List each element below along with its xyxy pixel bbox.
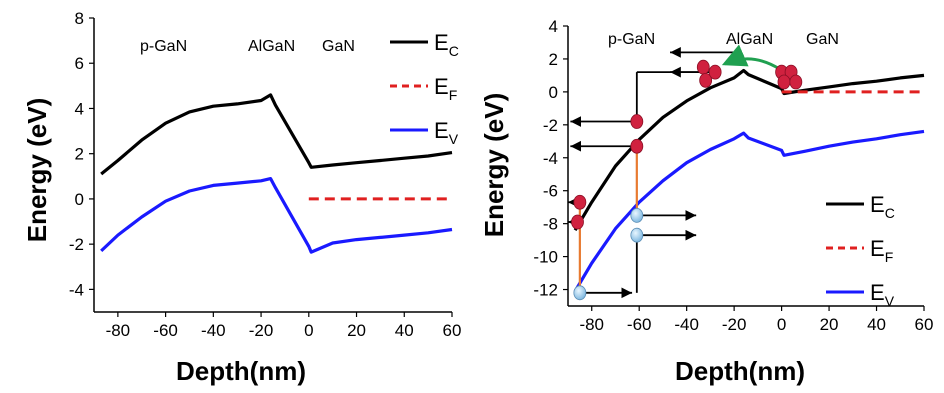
x-tick-label-left: -80 — [106, 321, 131, 340]
series-layer-left — [100, 93, 453, 254]
x-tick-label-left: 20 — [347, 321, 366, 340]
region-label-gan-left: GaN — [322, 38, 355, 55]
legend-sub-left: F — [449, 87, 458, 103]
region-label-algan-right: AlGaN — [726, 31, 773, 48]
legend-label-right: EC — [870, 192, 895, 221]
region-label-pgan-left: p-GaN — [140, 38, 187, 55]
x-tick-label-right: -80 — [579, 315, 604, 334]
x-tick-label-left: -20 — [249, 321, 274, 340]
electron-dot — [630, 138, 644, 154]
hole-dot — [573, 285, 587, 301]
y-tick-label-right: -4 — [543, 149, 558, 168]
x-tick-label-left: 60 — [443, 321, 462, 340]
x-axis-title-left: Depth(nm) — [176, 356, 306, 386]
x-tick-label-right: -60 — [627, 315, 652, 334]
electron-dot — [573, 194, 587, 210]
legend-sub-left: C — [449, 43, 459, 59]
region-label-gan-right: GaN — [806, 31, 839, 48]
legend-label-right: EF — [870, 236, 893, 265]
electron-dot — [708, 64, 722, 80]
y-tick-label-left: 2 — [75, 145, 84, 164]
y-tick-label-right: -10 — [533, 248, 558, 267]
legend-label-left: EV — [434, 118, 459, 147]
x-axis-title-right: Depth(nm) — [675, 356, 805, 386]
x-tick-label-right: 60 — [915, 315, 934, 334]
legend-main-left: E — [434, 74, 449, 99]
x-tick-label-left: -60 — [153, 321, 178, 340]
legend-main-left: E — [434, 118, 449, 143]
y-tick-label-right: 2 — [549, 50, 558, 69]
y-tick-label-left: 6 — [75, 54, 84, 73]
legend-sub-right: F — [885, 249, 894, 265]
axes-layer-right: 420-2-4-6-8-10-12-80 -60 -40 -20 0 20 40 60 — [533, 17, 933, 334]
electron-dot — [699, 72, 713, 88]
series-ec-left — [100, 93, 453, 176]
legend-sub-right: C — [885, 205, 895, 221]
y-axis-title-left: Energy (eV) — [22, 98, 52, 243]
hole-dot — [630, 208, 644, 223]
y-tick-label-left: -2 — [69, 235, 84, 254]
x-tick-label-right: -20 — [722, 315, 747, 334]
x-tick-label-right: 40 — [867, 315, 886, 334]
y-tick-label-left: -4 — [69, 280, 84, 299]
y-tick-label-right: -8 — [543, 215, 558, 234]
legend-label-right: EV — [870, 280, 895, 309]
electron-dot — [571, 214, 584, 230]
legend-label-left: EC — [434, 30, 459, 59]
hole-dot — [630, 227, 644, 243]
y-axis-title-right: Energy (eV) — [479, 93, 509, 238]
y-tick-label-right: -12 — [533, 281, 558, 300]
legend-sub-right: V — [885, 293, 895, 309]
x-tick-label-left: -40 — [201, 321, 226, 340]
x-tick-label-left: 40 — [395, 321, 414, 340]
x-tick-label-left: 0 — [304, 321, 313, 340]
y-tick-label-right: 4 — [549, 17, 558, 36]
y-tick-label-left: 0 — [75, 190, 84, 209]
x-tick-label-right: 20 — [820, 315, 839, 334]
legend-label-left: EF — [434, 74, 457, 103]
y-tick-label-right: -6 — [543, 182, 558, 201]
series-ev-right — [573, 129, 925, 293]
y-tick-label-right: 0 — [549, 83, 558, 102]
legend-main-left: E — [434, 30, 449, 55]
chart-right: 420-2-4-6-8-10-12-80 -60 -40 -20 0 20 40 60 Dep… — [479, 17, 933, 386]
electron-dot — [696, 59, 710, 75]
electron-dot — [777, 74, 791, 90]
region-label-pgan-right: p-GaN — [608, 31, 655, 48]
legend-main-right: E — [870, 280, 885, 305]
region-label-algan-left: AlGaN — [248, 38, 295, 55]
series-ev-left — [100, 177, 453, 254]
y-tick-label-left: 4 — [75, 99, 84, 118]
electron-dot — [789, 74, 803, 90]
y-tick-label-right: -2 — [543, 116, 558, 135]
legend-main-right: E — [870, 192, 885, 217]
legend-sub-left: V — [449, 131, 459, 147]
x-tick-label-right: -40 — [674, 315, 699, 334]
x-tick-label-right: 0 — [777, 315, 786, 334]
transfer-arrow — [721, 44, 781, 71]
y-tick-label-left: 8 — [75, 9, 84, 28]
annotation-layer-right — [568, 44, 803, 301]
legend-main-right: E — [870, 236, 885, 261]
electron-dot — [630, 114, 644, 129]
